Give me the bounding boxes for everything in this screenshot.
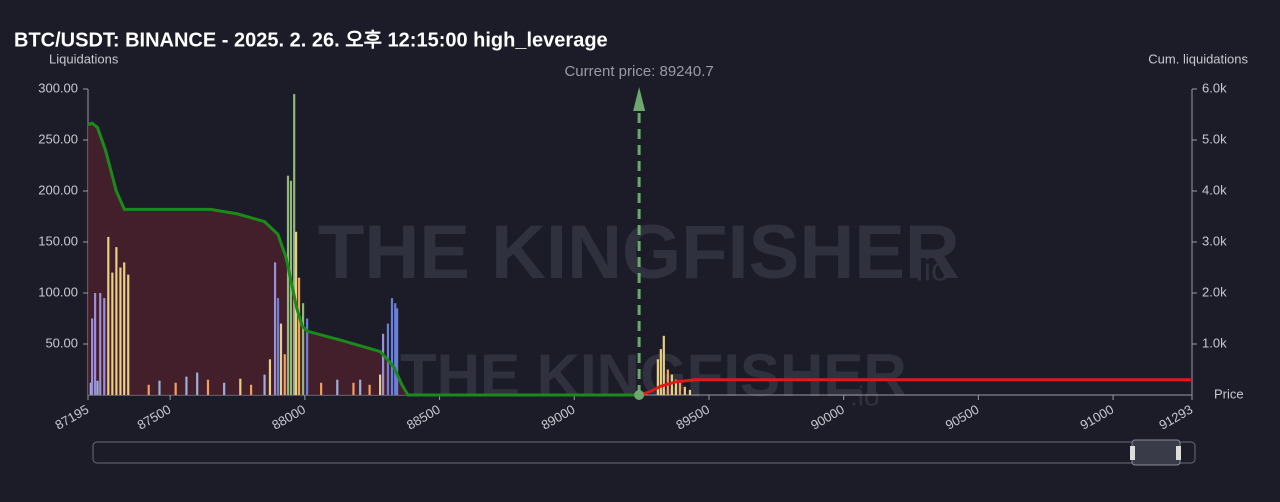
cum-area [88,123,639,395]
bar [96,380,99,395]
scroll-grip[interactable] [1176,446,1181,460]
bar [301,303,305,395]
bar [276,298,280,395]
watermark: THE KINGFISHER .io THE KINGFISHER .io [318,210,960,411]
y2-tick-label: 1.0k [1202,335,1227,350]
bar [185,376,188,395]
y2-tick-label: 5.0k [1202,131,1227,146]
bar [379,374,382,395]
bar [368,384,371,395]
bar [196,372,199,395]
bar [674,379,678,395]
bar [94,293,97,395]
bar [286,175,290,395]
scroll-handle[interactable] [1131,439,1181,466]
y-tick-label: 50.00 [45,335,78,350]
y-tick-label: 100.00 [38,284,78,299]
y2-axis-title: Cum. liquidations [1148,51,1248,66]
bar [263,374,266,395]
y2-tick-label: 2.0k [1202,284,1227,299]
bar [91,318,94,395]
bar [99,293,102,395]
bar [239,378,242,395]
bar [107,236,110,395]
bar [147,384,150,395]
bar [103,298,106,395]
watermark-suffix: .io [915,251,949,287]
current-price-dot [634,390,645,400]
y-tick-label: 300.00 [38,80,78,95]
y2-tick-label: 6.0k [1202,80,1227,95]
bar [688,389,692,395]
current-price-label: Current price: 89240.7 [564,63,713,80]
bar [174,382,177,395]
bar [656,359,659,395]
watermark-suffix: .io [850,380,880,411]
bar [297,277,301,395]
y-tick-label: 200.00 [38,182,78,197]
y-tick-label: 250.00 [38,131,78,146]
bar [678,382,682,395]
cum-line [638,378,1192,397]
bar [390,298,394,395]
bar [394,303,397,395]
bar [283,354,286,395]
bar [683,386,686,395]
bar [352,382,355,395]
bar [359,379,362,395]
bar [293,94,296,395]
bar [670,374,673,395]
bar [206,379,210,395]
chart-title: BTC/USDT: BINANCE - 2025. 2. 26. 오후 12:1… [14,28,608,51]
bar [306,318,309,395]
scrollbar[interactable] [92,439,1196,466]
bar [223,382,226,395]
watermark-text: THE KINGFISHER [400,342,907,409]
cum-line [87,121,639,397]
current-price-arrow [633,87,646,111]
y2-tick-label: 4.0k [1202,182,1227,197]
bar [659,349,662,395]
bar [249,384,253,395]
bar [666,369,669,395]
bar [115,247,118,395]
bar [268,359,272,395]
y-axis-title: Liquidations [49,51,119,66]
bar [279,323,283,395]
bar [89,382,92,395]
y2-tick-label: 3.0k [1202,233,1227,248]
bar [111,272,114,395]
bar [123,262,126,395]
scroll-grip[interactable] [1130,446,1135,460]
bar [381,333,385,395]
y-tick-label: 150.00 [38,233,78,248]
bar [273,262,277,395]
bar [662,335,665,395]
bar [320,382,323,395]
x-axis-title: Price [1214,386,1244,401]
bar [396,308,399,395]
bar [127,274,130,395]
bar [158,380,161,395]
bar [336,379,339,395]
bar [119,267,122,395]
scroll-track[interactable] [92,441,1196,464]
bar [294,231,298,395]
